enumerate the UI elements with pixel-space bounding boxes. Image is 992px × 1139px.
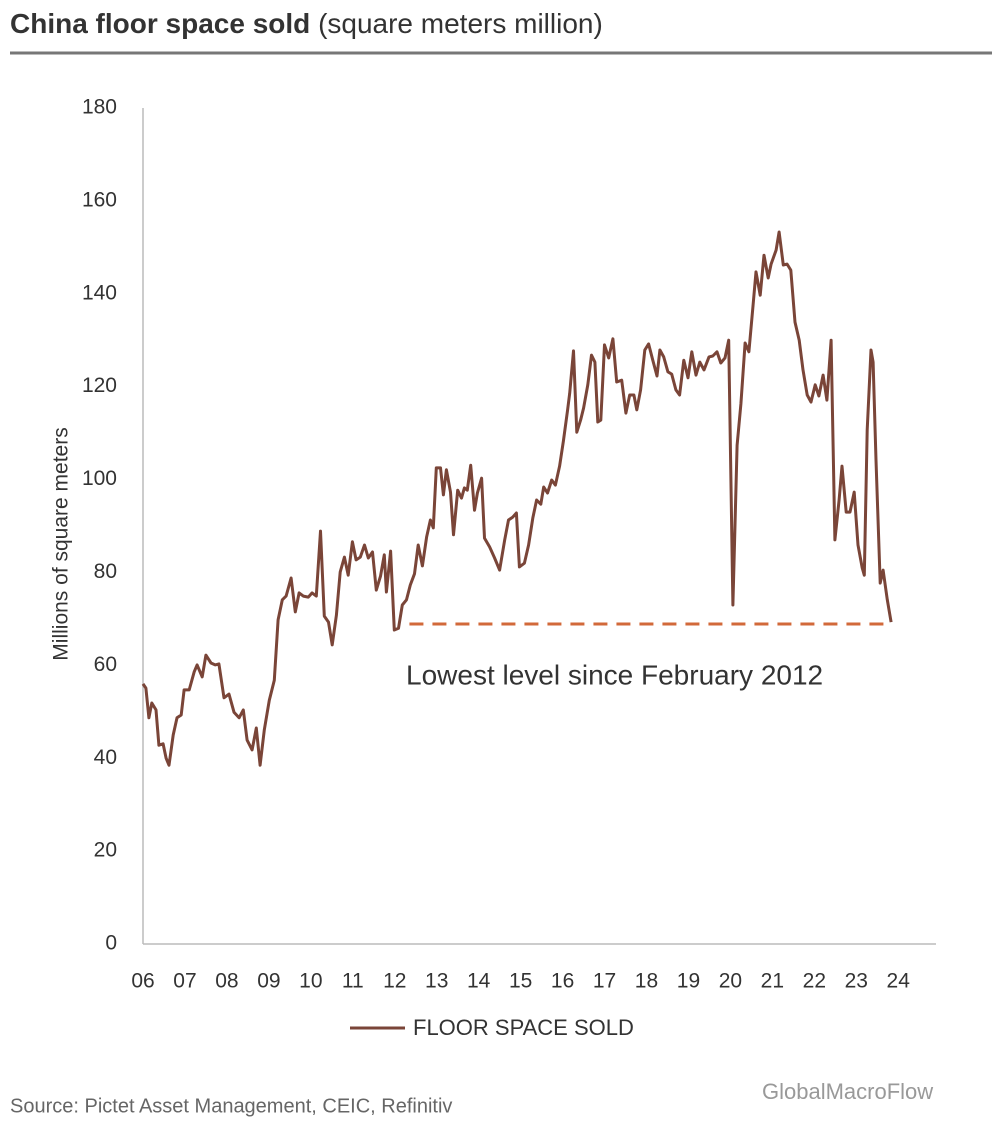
chart-title: China floor space sold (10, 8, 310, 39)
y-tick-label: 180 (82, 96, 117, 119)
series-line (141, 230, 893, 767)
x-tick-label: 22 (803, 970, 826, 993)
y-tick-label: 100 (82, 467, 117, 490)
y-axis-label: Millions of square meters (50, 427, 73, 660)
y-tick-label: 160 (82, 188, 117, 211)
y-tick-label: 20 (94, 839, 117, 862)
x-tick-label: 21 (761, 970, 784, 993)
y-tick-label: 0 (105, 932, 117, 955)
x-tick-label: 10 (299, 970, 322, 993)
legend-label: FLOOR SPACE SOLD (413, 1015, 634, 1040)
watermark: GlobalMacroFlow (762, 1079, 933, 1104)
legend: FLOOR SPACE SOLD (350, 1015, 634, 1040)
y-tick-label: 140 (82, 281, 117, 304)
x-tick-label: 09 (257, 970, 280, 993)
x-tick-label: 11 (342, 970, 364, 993)
x-tick-label: 17 (593, 970, 616, 993)
chart-header: China floor space sold (square meters mi… (10, 8, 603, 39)
x-tick-label: 06 (131, 970, 154, 993)
x-tick-label: 20 (719, 970, 742, 993)
source-note: Source: Pictet Asset Management, CEIC, R… (10, 1095, 452, 1117)
x-tick-label: 14 (467, 970, 491, 993)
y-tick-label: 40 (94, 746, 117, 769)
x-tick-label: 08 (215, 970, 238, 993)
x-tick-label: 07 (173, 970, 196, 993)
x-tick-label: 13 (425, 970, 448, 993)
x-tick-label: 24 (887, 970, 911, 993)
annotation: Lowest level since February 2012 (406, 659, 823, 690)
x-tick-label: 23 (845, 970, 868, 993)
x-tick-label: 12 (383, 970, 406, 993)
y-tick-label: 80 (94, 560, 117, 583)
chart-subtitle: (square meters million) (318, 8, 603, 39)
x-tick-label: 19 (677, 970, 700, 993)
y-tick-label: 60 (94, 653, 117, 676)
y-tick-label: 120 (82, 374, 117, 397)
x-tick-label: 15 (509, 970, 532, 993)
x-tick-label: 18 (635, 970, 658, 993)
x-tick-label: 16 (551, 970, 574, 993)
